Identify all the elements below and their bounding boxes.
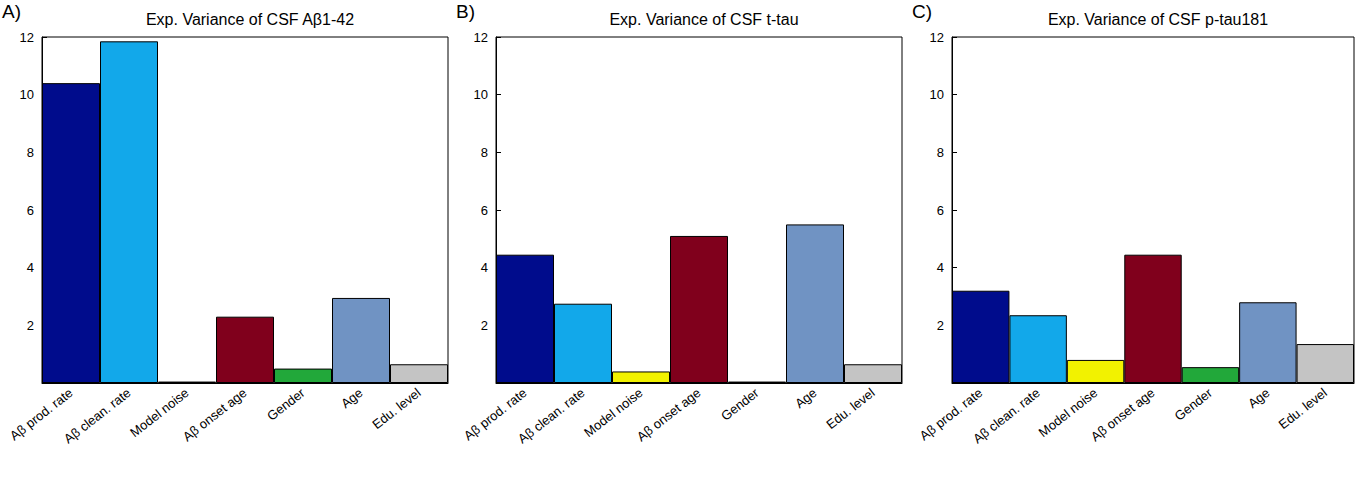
svg-text:12: 12 [474,30,488,45]
svg-text:2: 2 [27,318,34,333]
svg-text:Aβ clean. rate: Aβ clean. rate [61,385,134,446]
svg-text:12: 12 [930,30,944,45]
svg-text:2: 2 [937,318,944,333]
svg-text:6: 6 [27,203,34,218]
svg-text:4: 4 [27,260,34,275]
svg-text:Exp. Variance of CSF p-tau181: Exp. Variance of CSF p-tau181 [1048,11,1268,28]
svg-text:8: 8 [27,145,34,160]
svg-text:Gender: Gender [1172,385,1216,424]
svg-text:Model noise: Model noise [581,385,646,441]
svg-text:Aβ onset age: Aβ onset age [1088,385,1158,444]
svg-text:4: 4 [481,260,488,275]
svg-text:2: 2 [481,318,488,333]
svg-text:Age: Age [338,385,365,411]
svg-text:Gender: Gender [718,385,762,424]
svg-text:Exp. Variance of CSF t-tau: Exp. Variance of CSF t-tau [609,11,798,28]
svg-text:Edu. level: Edu. level [823,385,877,432]
svg-text:C): C) [912,1,932,22]
svg-text:Aβ clean. rate: Aβ clean. rate [515,385,588,446]
svg-text:Aβ onset age: Aβ onset age [634,385,704,444]
svg-text:Age: Age [792,385,819,411]
svg-text:12: 12 [20,30,34,45]
svg-text:8: 8 [481,145,488,160]
svg-text:Model noise: Model noise [127,385,192,441]
svg-text:Aβ clean. rate: Aβ clean. rate [970,385,1043,446]
svg-text:Edu. level: Edu. level [1276,385,1330,432]
svg-text:8: 8 [937,145,944,160]
svg-text:10: 10 [930,87,944,102]
svg-text:B): B) [456,1,475,22]
svg-text:Gender: Gender [264,385,308,424]
svg-text:A): A) [2,1,21,22]
svg-text:10: 10 [474,87,488,102]
svg-text:10: 10 [20,87,34,102]
svg-text:6: 6 [481,203,488,218]
svg-text:Model noise: Model noise [1035,385,1101,441]
svg-text:Age: Age [1245,385,1272,411]
svg-text:4: 4 [937,260,944,275]
svg-text:Aβ prod. rate: Aβ prod. rate [461,385,530,444]
svg-text:Edu. level: Edu. level [369,385,423,432]
svg-text:Exp. Variance of CSF Aβ1-42: Exp. Variance of CSF Aβ1-42 [146,11,354,28]
svg-text:Aβ onset age: Aβ onset age [180,385,250,444]
svg-text:6: 6 [937,203,944,218]
svg-text:Aβ prod. rate: Aβ prod. rate [7,385,76,444]
svg-text:Aβ prod. rate: Aβ prod. rate [916,385,986,444]
